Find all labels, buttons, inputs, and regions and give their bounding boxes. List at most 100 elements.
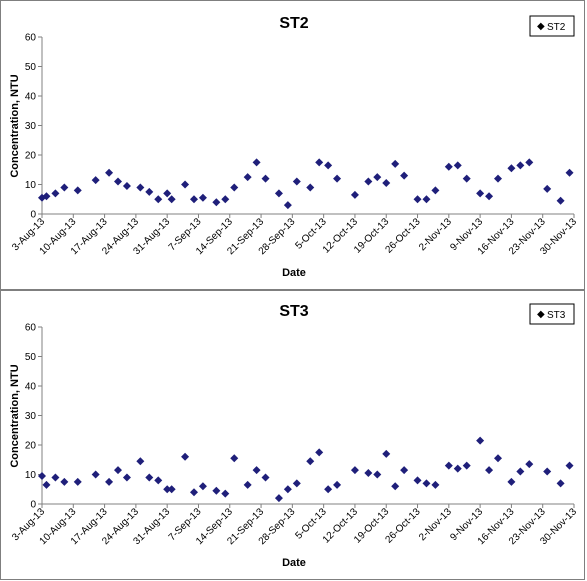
data-point xyxy=(431,480,440,489)
y-tick-label: 0 xyxy=(30,210,36,221)
legend-box xyxy=(529,15,575,37)
data-point xyxy=(462,174,471,183)
legend-marker: ◆ xyxy=(537,309,545,320)
data-point xyxy=(212,486,221,495)
data-point xyxy=(444,461,453,470)
data-point xyxy=(422,195,431,204)
data-point xyxy=(114,177,122,186)
data-point xyxy=(364,177,373,186)
data-point xyxy=(154,476,163,485)
chart-panel-st2: ST2 Concentration, NTU Date ◆ ST2 0 10 20 3… xyxy=(0,0,585,290)
data-point xyxy=(373,173,382,182)
y-tick-label: 50 xyxy=(25,62,37,73)
data-point xyxy=(292,479,301,488)
data-point xyxy=(114,466,122,475)
data-point xyxy=(60,183,69,192)
data-point xyxy=(543,184,552,193)
data-point xyxy=(60,477,69,486)
legend: ◆ ST2 xyxy=(529,15,575,37)
data-point xyxy=(274,494,283,503)
data-point xyxy=(476,189,485,198)
data-point xyxy=(154,195,163,204)
data-point xyxy=(431,186,440,195)
data-point xyxy=(274,189,283,198)
data-point xyxy=(136,183,145,192)
data-point xyxy=(292,177,301,186)
data-point xyxy=(283,485,292,494)
data-point xyxy=(413,195,422,204)
chart-title: ST2 xyxy=(279,15,308,32)
data-point xyxy=(556,479,565,488)
data-point xyxy=(382,179,391,188)
legend-box xyxy=(529,303,575,325)
data-point xyxy=(373,470,382,479)
x-tick-label: 26-Oct-13 xyxy=(383,506,423,546)
x-axis-label: Date xyxy=(282,267,306,279)
data-point xyxy=(167,195,176,204)
data-point xyxy=(350,190,359,199)
data-point xyxy=(105,477,114,486)
data-point xyxy=(252,466,261,475)
data-point xyxy=(391,159,400,168)
data-point xyxy=(230,183,239,192)
y-tick-label: 40 xyxy=(25,382,37,393)
data-point xyxy=(145,473,154,482)
y-tick-label: 40 xyxy=(25,92,37,103)
y-tick-label: 0 xyxy=(30,500,36,511)
legend-label: ST2 xyxy=(547,22,566,33)
data-point xyxy=(51,473,60,482)
data-point xyxy=(51,189,60,198)
data-point xyxy=(565,168,574,177)
legend-label: ST3 xyxy=(547,310,566,321)
data-point xyxy=(333,174,342,183)
y-tick-label: 30 xyxy=(25,121,37,132)
x-tick-label: 2-Nov-13 xyxy=(417,506,454,543)
data-point xyxy=(38,471,46,480)
data-point xyxy=(516,467,525,476)
data-point xyxy=(73,477,82,486)
y-tick-label: 10 xyxy=(25,180,37,191)
data-point xyxy=(212,198,221,207)
y-tick-label: 10 xyxy=(25,470,37,481)
data-point xyxy=(485,466,494,475)
data-point xyxy=(91,176,100,185)
data-point xyxy=(315,448,324,457)
y-tick-label: 20 xyxy=(25,151,37,162)
data-point xyxy=(422,479,431,488)
plot-area: 01020304050603-Aug-1310-Aug-1317-Aug-132… xyxy=(10,33,579,258)
y-tick-label: 60 xyxy=(25,33,37,44)
data-point xyxy=(413,476,422,485)
data-point xyxy=(333,480,342,489)
data-point xyxy=(364,469,373,478)
data-point xyxy=(507,164,516,173)
data-point xyxy=(400,171,409,180)
data-point xyxy=(122,473,131,482)
y-axis-label: Concentration, NTU xyxy=(9,364,21,467)
data-point xyxy=(556,196,565,205)
data-point xyxy=(543,467,552,476)
data-point xyxy=(252,158,261,167)
data-point xyxy=(525,158,534,167)
y-tick-label: 30 xyxy=(25,411,37,422)
data-point xyxy=(42,480,51,489)
chart-st2-svg: ST2 Concentration, NTU Date ◆ ST2 0 10 20 3… xyxy=(9,15,579,279)
data-point xyxy=(167,485,176,494)
data-point xyxy=(181,452,190,461)
data-point xyxy=(324,161,333,170)
data-point xyxy=(400,466,409,475)
data-point xyxy=(525,460,534,469)
chart-panel-st3: ST3 Concentration, NTU Date ◆ ST3 0 10 20 3… xyxy=(0,290,585,580)
data-point xyxy=(198,482,207,491)
y-tick-label: 20 xyxy=(25,441,37,452)
data-point xyxy=(221,195,230,204)
y-tick-label: 60 xyxy=(25,323,37,334)
data-point xyxy=(494,174,502,183)
data-point xyxy=(145,187,154,196)
data-point xyxy=(190,488,198,497)
data-point xyxy=(283,201,292,210)
data-point xyxy=(453,464,462,473)
legend: ◆ ST3 xyxy=(529,303,575,325)
data-point xyxy=(324,485,333,494)
data-point xyxy=(261,174,270,183)
data-point xyxy=(105,168,114,177)
